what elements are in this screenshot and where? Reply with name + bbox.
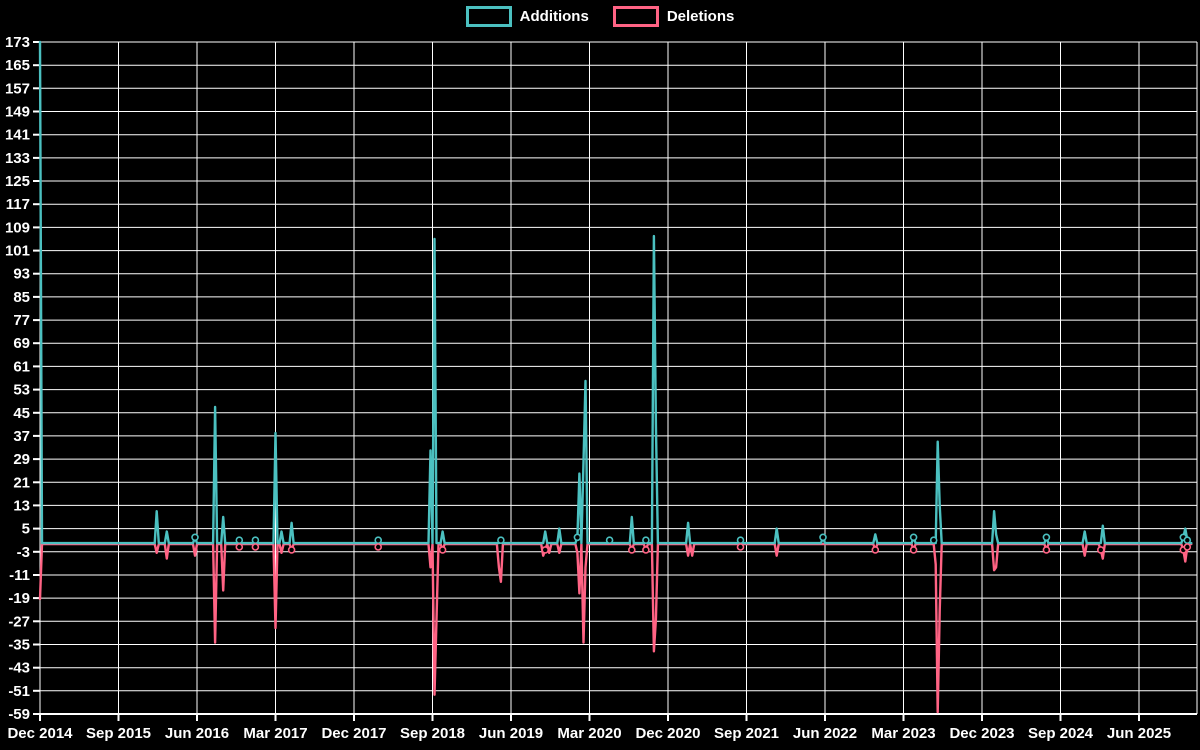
- y-tick-label: 173: [5, 34, 30, 51]
- additions-point-marker: [191, 533, 199, 542]
- y-tick-label: 117: [6, 196, 30, 213]
- deletions-point-marker: [871, 546, 880, 554]
- y-tick-label: -35: [8, 637, 30, 654]
- additions-point-marker: [1042, 533, 1051, 542]
- y-tick-label: 53: [13, 382, 30, 399]
- additions-point-marker: [235, 536, 244, 545]
- deletions-point-marker: [642, 546, 650, 554]
- y-tick-label: 45: [13, 405, 30, 422]
- legend-label-additions: Additions: [519, 8, 589, 25]
- y-tick-label: -51: [8, 683, 30, 700]
- deletions-point-marker: [1097, 546, 1105, 554]
- deletions-point-marker: [736, 543, 745, 551]
- deletions-point-marker: [374, 543, 383, 551]
- x-tick-label: Jun 2019: [479, 725, 543, 742]
- x-tick-label: Mar 2020: [557, 725, 621, 742]
- deletions-point-marker: [541, 546, 550, 554]
- y-tick-label: 125: [5, 173, 30, 190]
- deletions-swatch-icon: [612, 6, 659, 27]
- additions-point-marker: [1183, 536, 1192, 545]
- additions-point-marker: [251, 536, 260, 545]
- x-tick-label: Dec 2017: [321, 725, 386, 742]
- y-tick-marks: [33, 41, 40, 715]
- y-tick-label: 133: [5, 150, 30, 167]
- additions-point-marker: [909, 533, 918, 542]
- x-tick-label: Sep 2021: [714, 725, 779, 742]
- y-tick-label: -3: [17, 544, 30, 561]
- x-tick-label: Sep 2015: [86, 725, 151, 742]
- y-tick-label: 165: [5, 57, 30, 74]
- y-tick-label: 13: [13, 497, 30, 514]
- x-tick-label: Jun 2016: [165, 725, 229, 742]
- y-tick-label: 101: [5, 243, 30, 260]
- deletions-point-marker: [909, 546, 918, 554]
- additions-line: [38, 40, 1193, 545]
- deletions-point-marker: [627, 546, 636, 554]
- y-tick-label: 77: [13, 312, 30, 329]
- chart-legend: Additions Deletions: [0, 6, 1200, 27]
- y-tick-label: 157: [5, 80, 30, 97]
- y-tick-label: 61: [13, 358, 30, 375]
- x-tick-label: Sep 2024: [1028, 725, 1094, 742]
- additions-swatch-icon: [465, 6, 512, 27]
- x-gridlines: [39, 42, 1140, 714]
- deletions-line: [38, 542, 1193, 714]
- y-tick-label: 29: [13, 451, 30, 468]
- y-tick-label: 85: [13, 289, 30, 306]
- additions-point-marker: [573, 533, 582, 542]
- y-tick-label: 93: [13, 266, 30, 283]
- y-gridlines: [40, 41, 1197, 715]
- additions-point-marker: [736, 536, 745, 545]
- x-tick-label: Jun 2025: [1107, 725, 1171, 742]
- y-tick-label: 21: [13, 474, 30, 491]
- legend-item-deletions[interactable]: Deletions: [612, 6, 735, 27]
- additions-point-marker: [819, 533, 827, 542]
- y-tick-label: -43: [8, 660, 30, 677]
- y-tick-labels: 173 165 157 149 141 133 125 117 109 101 93 85 77 69 61…: [5, 34, 30, 723]
- legend-item-additions[interactable]: Additions: [465, 6, 589, 27]
- x-tick-label: Dec 2020: [635, 725, 700, 742]
- y-tick-label: 37: [13, 428, 30, 445]
- y-tick-label: 5: [22, 521, 30, 538]
- y-tick-label: 149: [5, 104, 30, 121]
- deletions-point-marker: [1183, 543, 1192, 551]
- y-tick-label: -27: [8, 613, 30, 630]
- deletions-point-marker: [235, 543, 244, 551]
- x-tick-labels: Dec 2014 Sep 2015 Jun 2016 Mar 2017 Dec 2017…: [7, 725, 1171, 742]
- y-tick-label: -11: [9, 567, 30, 584]
- additions-point-marker: [374, 536, 383, 545]
- additions-point-marker: [642, 536, 650, 545]
- legend-label-deletions: Deletions: [666, 8, 735, 25]
- additions-point-marker: [605, 536, 614, 545]
- deletions-point-marker: [251, 543, 260, 551]
- y-tick-label: -19: [8, 590, 30, 607]
- x-tick-marks: [39, 714, 1140, 721]
- deletions-point-marker: [1042, 546, 1051, 554]
- x-tick-label: Sep 2018: [400, 725, 465, 742]
- y-tick-label: 141: [5, 127, 30, 144]
- x-tick-label: Mar 2017: [243, 725, 307, 742]
- deletions-point-marker: [438, 546, 447, 554]
- y-tick-label: 69: [13, 335, 30, 352]
- y-tick-label: 109: [5, 219, 30, 236]
- x-tick-label: Dec 2023: [949, 725, 1014, 742]
- deletions-point-marker: [287, 546, 296, 554]
- point-markers: [191, 533, 1192, 554]
- additions-point-marker: [497, 536, 505, 545]
- additions-point-marker: [929, 536, 938, 545]
- x-tick-label: Mar 2023: [871, 725, 935, 742]
- x-tick-label: Jun 2022: [793, 725, 857, 742]
- y-tick-label: -59: [8, 706, 30, 723]
- x-tick-label: Dec 2014: [7, 725, 73, 742]
